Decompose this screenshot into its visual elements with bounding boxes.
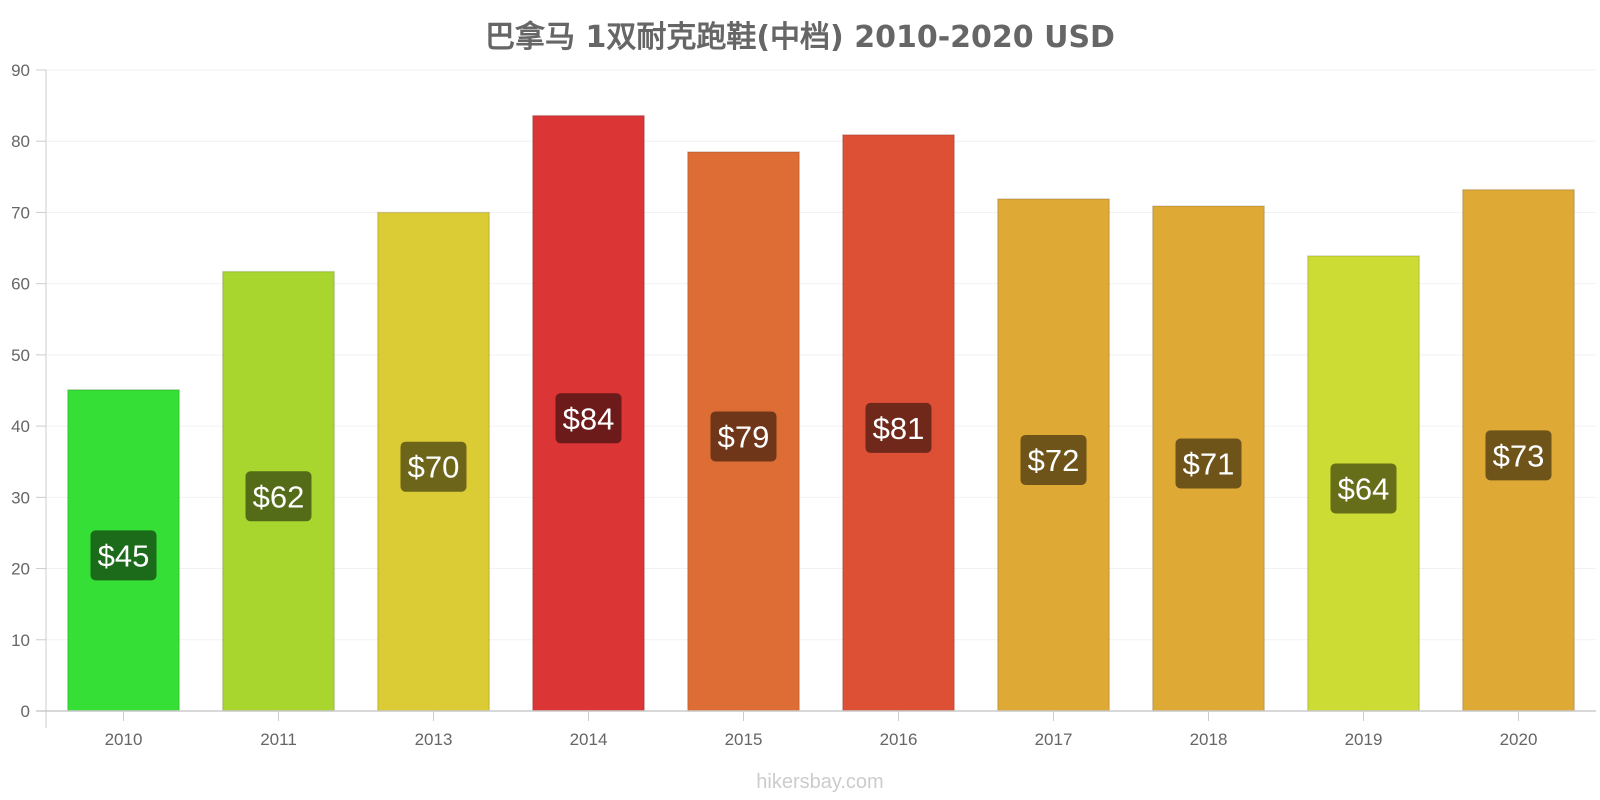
data-label-box xyxy=(90,530,157,581)
data-label: $64 xyxy=(1338,471,1390,506)
data-label-box xyxy=(1330,463,1397,514)
data-labels: $45 $62 $70 $84 $79 $81 $72 $71 $64 $73 xyxy=(90,393,1552,581)
x-tick-label: 2020 xyxy=(1500,730,1538,749)
data-label-box xyxy=(710,411,777,462)
data-label: $71 xyxy=(1183,447,1235,482)
chart-title: 巴拿马 1双耐克跑鞋(中档) 2010-2020 USD xyxy=(485,20,1115,55)
axes xyxy=(36,70,1596,728)
data-label: $45 xyxy=(98,538,150,573)
y-tick-label: 80 xyxy=(11,132,30,151)
data-label: $72 xyxy=(1028,443,1080,478)
x-tick-label: 2017 xyxy=(1035,730,1073,749)
watermark: hikersbay.com xyxy=(756,771,883,793)
x-tick-label: 2011 xyxy=(260,730,297,749)
data-label: $70 xyxy=(408,450,460,485)
bar-2010 xyxy=(66,389,181,712)
data-label-box xyxy=(555,393,622,444)
data-label-box xyxy=(865,402,932,453)
x-tick-label: 2016 xyxy=(880,730,918,749)
data-label-box xyxy=(400,441,467,492)
bars xyxy=(66,114,1576,712)
x-tick-label: 2014 xyxy=(570,730,608,749)
x-tick-label: 2013 xyxy=(415,730,453,749)
data-label-box xyxy=(245,471,312,522)
x-tick-label: 2015 xyxy=(725,730,763,749)
y-tick-label: 90 xyxy=(11,61,30,80)
data-label-box xyxy=(1020,434,1087,485)
y-tick-label: 0 xyxy=(21,702,30,721)
x-axis-ticks: 2010 2011 2013 2014 2015 2016 2017 2018 2019 2020 xyxy=(105,711,1538,749)
data-label: $81 xyxy=(873,411,925,446)
data-label: $79 xyxy=(718,419,770,454)
x-tick-label: 2019 xyxy=(1345,730,1383,749)
y-tick-label: 20 xyxy=(11,560,30,579)
data-label-box xyxy=(1175,438,1242,489)
y-tick-label: 40 xyxy=(11,417,30,436)
data-label: $84 xyxy=(563,401,615,436)
x-tick-label: 2010 xyxy=(105,730,143,749)
data-label-box xyxy=(1485,430,1552,481)
y-tick-label: 50 xyxy=(11,346,30,365)
y-tick-label: 60 xyxy=(11,275,30,294)
y-axis-ticks: 0 10 20 30 40 50 60 70 80 90 xyxy=(11,61,46,721)
x-tick-label: 2018 xyxy=(1190,730,1228,749)
y-tick-label: 10 xyxy=(11,631,30,650)
y-tick-label: 30 xyxy=(11,488,30,507)
data-label: $62 xyxy=(253,479,305,514)
y-tick-label: 70 xyxy=(11,203,30,222)
data-label: $73 xyxy=(1493,438,1545,473)
